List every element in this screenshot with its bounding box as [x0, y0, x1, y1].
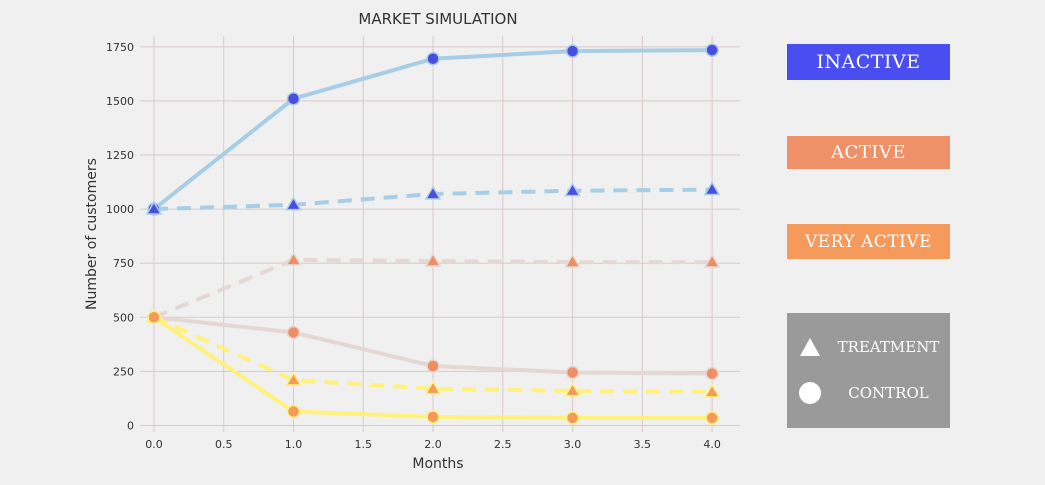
- data-point-inactive-control: [286, 92, 301, 106]
- markers-group: [145, 43, 721, 425]
- x-tick-label: 3.0: [564, 438, 582, 451]
- series-line-active-treatment: [153, 257, 713, 320]
- y-tick-label: 1250: [106, 149, 134, 162]
- data-point-very_active-treatment: [285, 371, 302, 386]
- data-point-active-control: [565, 365, 580, 380]
- x-tick-label: 0.5: [215, 438, 233, 451]
- x-tick-label: 1.5: [355, 438, 373, 451]
- line-chart: 0.0 0.5 1.0 1.5 2.0 2.5 3.0 3.5 4.0 0 250 500 750 100…: [84, 10, 740, 472]
- data-point-inactive-treatment: [285, 196, 302, 211]
- x-axis-label: Months: [412, 456, 463, 472]
- y-tick-label: 500: [113, 311, 134, 324]
- y-tick-label: 1750: [106, 41, 134, 54]
- legend-control-label: CONTROL: [848, 384, 929, 402]
- data-point-very_active-treatment: [703, 383, 721, 398]
- data-point-inactive-treatment: [145, 200, 163, 215]
- data-point-inactive-control: [565, 44, 580, 58]
- x-tick-label: 2.5: [494, 438, 512, 451]
- data-point-very_active-control: [286, 404, 301, 419]
- x-tick-label: 0.0: [145, 438, 163, 451]
- data-point-very_active-treatment: [564, 382, 581, 397]
- data-point-very_active-treatment: [424, 380, 442, 395]
- y-tick-label: 250: [113, 365, 134, 378]
- data-point-active-treatment: [703, 253, 721, 268]
- y-tick-label: 0: [127, 420, 134, 433]
- x-tick-label: 1.0: [285, 438, 303, 451]
- data-point-inactive-control: [705, 43, 719, 57]
- data-point-very_active-control: [705, 411, 719, 425]
- chart-title: MARKET SIMULATION: [358, 10, 517, 28]
- x-tick-label: 3.5: [634, 438, 652, 451]
- y-axis-label: Number of customers: [84, 158, 100, 310]
- data-point-inactive-treatment: [564, 182, 581, 197]
- data-point-very_active-control: [147, 310, 161, 325]
- data-point-very_active-control: [426, 410, 440, 424]
- data-point-inactive-treatment: [703, 181, 721, 196]
- grid: [140, 36, 740, 432]
- legend-very-active: VERY ACTIVE: [787, 224, 950, 259]
- triangle-icon: [787, 337, 833, 357]
- y-tick-label: 1000: [106, 203, 134, 216]
- x-tick-label: 2.0: [424, 438, 442, 451]
- legend-treatment-label: TREATMENT: [837, 338, 940, 356]
- legend-markers: TREATMENT CONTROL: [787, 313, 950, 428]
- data-point-active-treatment: [285, 251, 302, 266]
- series-line-very_active-treatment: [153, 315, 713, 394]
- data-point-active-control: [286, 325, 301, 340]
- y-tick-label: 750: [113, 257, 134, 270]
- legend-active: ACTIVE: [787, 136, 950, 169]
- data-point-inactive-control: [426, 51, 440, 66]
- data-point-active-control: [705, 366, 719, 381]
- data-point-active-control: [426, 359, 440, 373]
- x-tick-label: 4.0: [703, 438, 721, 451]
- y-tick-label: 1500: [106, 95, 134, 108]
- legend-control: CONTROL: [787, 381, 950, 405]
- legend-treatment: TREATMENT: [787, 337, 950, 357]
- legend-inactive: INACTIVE: [787, 44, 950, 80]
- data-point-inactive-treatment: [424, 185, 442, 200]
- data-point-active-treatment: [424, 252, 442, 267]
- data-point-very_active-control: [565, 411, 580, 425]
- ticks-group: 0.0 0.5 1.0 1.5 2.0 2.5 3.0 3.5 4.0 0 250 500 750 100…: [106, 41, 721, 451]
- circle-icon: [787, 381, 833, 405]
- data-point-active-treatment: [564, 253, 581, 268]
